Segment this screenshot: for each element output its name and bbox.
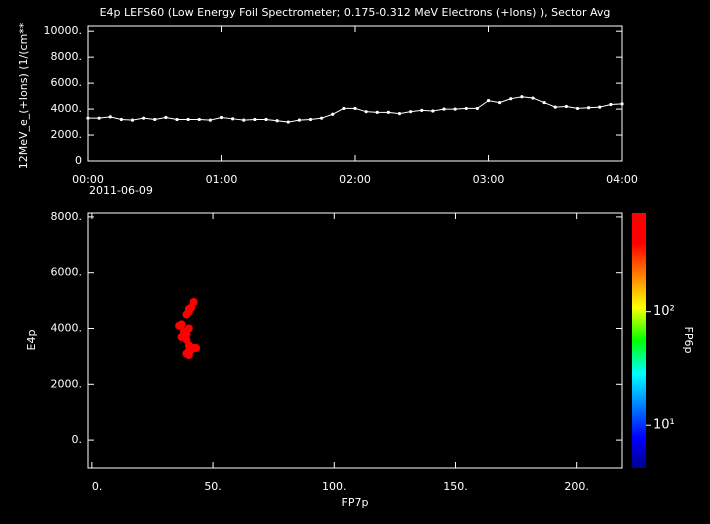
data-point [587, 106, 591, 110]
date-label: 2011-06-09 [89, 184, 153, 197]
data-point [353, 106, 357, 111]
data-point [531, 96, 535, 100]
plot-frame [87, 25, 623, 162]
data-point [130, 118, 135, 122]
colorbar-tick-label: 10² [653, 304, 675, 319]
x-tick-label: 00:00 [72, 173, 104, 186]
colorbar-label: FP6p [682, 327, 695, 354]
data-point [184, 307, 193, 316]
y-axis-label: 12MeV_e_(+Ions) (1/(cm** [17, 22, 30, 169]
data-point [520, 95, 524, 99]
x-tick-label: 100. [322, 480, 347, 493]
chart-title: E4p LEFS60 (Low Energy Foil Spectrometer… [100, 6, 611, 19]
data-point [397, 112, 402, 116]
x-tick-label: 50. [204, 480, 222, 493]
y-tick-label: 2000. [51, 377, 83, 390]
x-tick-label: 200. [564, 480, 589, 493]
data-point [509, 97, 513, 101]
data-point [620, 102, 624, 106]
data-point [553, 105, 557, 109]
data-point [486, 99, 491, 103]
data-point [575, 106, 580, 111]
data-point [253, 117, 257, 122]
y-tick-label: 8000. [51, 210, 83, 223]
y-tick-label: 0 [75, 154, 82, 167]
data-point [364, 110, 368, 114]
data-point [97, 116, 101, 120]
y-tick-label: 6000. [51, 266, 83, 279]
data-point [609, 102, 613, 107]
data-point [564, 104, 568, 109]
data-point [409, 110, 413, 114]
data-point [208, 118, 212, 122]
data-point [197, 117, 201, 122]
data-point [184, 324, 193, 333]
data-point [453, 107, 457, 111]
data-point [119, 117, 123, 122]
data-point [179, 331, 188, 340]
data-point [219, 115, 224, 120]
data-point [175, 117, 179, 122]
y-tick-label: 0. [72, 433, 83, 446]
y-tick-label: 6000. [51, 76, 83, 89]
data-point [231, 117, 235, 121]
data-point [342, 106, 346, 111]
data-point [108, 115, 112, 119]
y-tick-label: 4000. [51, 102, 83, 115]
data-point [189, 297, 198, 306]
data-point [275, 119, 279, 123]
data-point [153, 117, 157, 122]
data-point [177, 320, 186, 329]
y-tick-label: 8000. [51, 50, 83, 63]
x-tick-label: 03:00 [473, 173, 505, 186]
data-point [86, 116, 90, 120]
data-point [475, 106, 479, 111]
data-point [286, 120, 290, 124]
data-point [442, 107, 446, 111]
data-point [142, 116, 146, 120]
x-tick-label: 01:00 [206, 173, 238, 186]
data-point [164, 115, 168, 120]
data-point [264, 117, 268, 122]
data-point [420, 108, 424, 112]
colorbar [632, 213, 646, 468]
x-axis-label: FP7p [342, 496, 369, 509]
x-tick-label: 04:00 [606, 173, 638, 186]
data-point [192, 344, 201, 353]
data-point [498, 100, 502, 105]
data-point [464, 106, 468, 111]
plot-frame [87, 212, 623, 469]
data-point [386, 110, 390, 114]
y-axis-label: E4p [25, 330, 38, 351]
data-point [184, 351, 193, 360]
data-point [297, 118, 301, 122]
y-tick-label: 4000. [51, 322, 83, 335]
y-tick-label: 10000. [44, 24, 83, 37]
data-point [242, 118, 246, 122]
x-tick-label: 150. [443, 480, 468, 493]
x-tick-label: 02:00 [339, 173, 371, 186]
data-point [320, 116, 324, 120]
x-tick-label: 0. [92, 480, 103, 493]
data-point [308, 117, 313, 122]
data-point [431, 109, 435, 113]
colorbar-tick-label: 10¹ [653, 418, 675, 433]
data-point [331, 112, 335, 116]
data-point [186, 117, 190, 122]
data-point [598, 105, 602, 109]
data-point [542, 100, 546, 105]
data-point [375, 110, 379, 114]
y-tick-label: 2000. [51, 128, 83, 141]
